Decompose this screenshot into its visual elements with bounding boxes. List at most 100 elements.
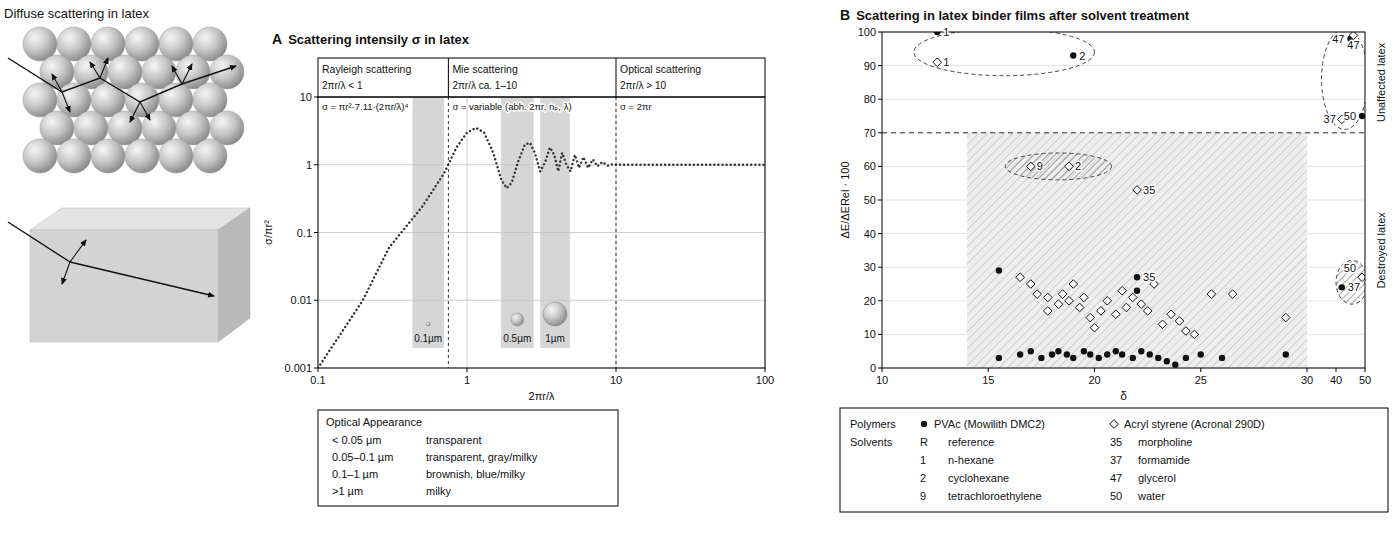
tick-mark [882,368,883,372]
tick-mark [878,334,882,335]
scatter-arrow [52,74,62,92]
panel-title: Scattering in latex binder films after s… [856,8,1190,23]
particle-band [540,97,570,348]
data-point [1096,355,1102,361]
y-tick-label: 90 [864,60,876,72]
data-point [1026,280,1035,289]
illustration-title: Diffuse scattering in latex [4,6,149,21]
data-point [1198,351,1204,357]
data-point [1155,355,1161,361]
data-point [1075,303,1084,312]
data-point [933,58,942,67]
solvent-code: 37 [1110,454,1122,466]
point-label: 47 [1347,39,1359,51]
grid-line [882,65,1365,66]
solvent-name: glycerol [1138,472,1176,484]
data-point [1164,358,1170,364]
y-tick-label: 30 [864,261,876,273]
point-label: 47 [1332,33,1344,45]
latex-particle [91,139,125,173]
point-label: 1 [943,56,949,68]
tick-mark [616,368,617,372]
x-tick-label: 10 [610,374,622,386]
data-point [1043,293,1052,302]
y-tick-label: 100 [858,26,876,38]
point-label: 37 [1348,281,1360,293]
scatter-arrow [182,64,192,84]
block-side [218,208,250,342]
data-point [1065,162,1074,171]
data-point [996,267,1002,273]
solvent-code: 9 [920,490,926,502]
side-label: Unaffected latex [1375,42,1387,122]
reflected-ray [62,262,70,284]
hatched-ellipse [1336,260,1365,304]
legend-marker [921,421,927,427]
data-point [1081,348,1087,354]
y-tick-label: 0.1 [297,227,312,239]
data-point [1113,348,1119,354]
regime-name: Mie scattering [452,63,518,75]
tick-mark [878,166,882,167]
tick-mark [878,200,882,201]
plot-area [318,128,765,368]
latex-particle [159,139,193,173]
legend-marker [1110,420,1119,429]
data-point [1016,273,1025,282]
solvent-name: n-hexane [948,454,994,466]
tick-mark [878,99,882,100]
appearance-cell: 0.05–0.1 µm [332,451,393,463]
data-point [1065,297,1074,306]
legend-box [840,408,1388,512]
appearance-cell: milky [426,485,452,497]
particle-band [501,97,534,348]
x-tick-label: 20 [1088,374,1100,386]
panel-label: A [272,31,282,47]
y-tick-label: 40 [864,228,876,240]
particle-label: 0.5µm [503,333,531,344]
data-point [1058,290,1067,299]
scatter-arrow [90,62,100,78]
regime-name: Rayleigh scattering [322,63,411,75]
data-point [1358,273,1365,282]
tick-mark [314,300,318,301]
point-label: 50 [1344,110,1356,122]
regime-boundary [448,97,449,368]
data-point [1207,290,1216,299]
point-label: 9 [1037,160,1043,172]
latex-particle [23,139,57,173]
hatched-area-pattern [967,133,1307,368]
x-tick-label: 30 [1301,374,1313,386]
appearance-cell: transparent, gray/milky [426,451,538,463]
data-point [1017,351,1023,357]
data-point [1183,355,1189,361]
data-point [1219,355,1225,361]
data-point [1080,293,1089,302]
tick-mark [318,368,319,372]
solvent-name: water [1137,490,1165,502]
solvent-code: 47 [1110,472,1122,484]
particle-sphere [543,302,567,326]
sphere-cluster [23,27,244,173]
solvent-code: 1 [920,454,926,466]
scatter-arrow [100,58,108,78]
x-tick-label: 100 [756,374,774,386]
side-label: Destroyed latex [1375,212,1387,289]
tick-mark [878,32,882,33]
data-point [1143,307,1152,316]
data-point [1138,348,1144,354]
legend-entry: PVAc (Mowilith DMC2) [934,418,1045,430]
data-point [1158,320,1167,329]
data-point [996,355,1002,361]
plot-frame [882,32,1365,368]
y-tick-label: 0 [870,362,876,374]
solvent-name: cyclohexane [948,472,1009,484]
x-axis-title: δ [1120,389,1127,403]
appearance-cell: >1 µm [332,485,363,497]
y-tick-label: 0.01 [291,294,312,306]
data-point [1054,300,1063,309]
y-tick-label: 20 [864,295,876,307]
x-tick-label: 0.1 [310,374,325,386]
point-label: 35 [1143,271,1155,283]
appearance-box [318,410,618,506]
